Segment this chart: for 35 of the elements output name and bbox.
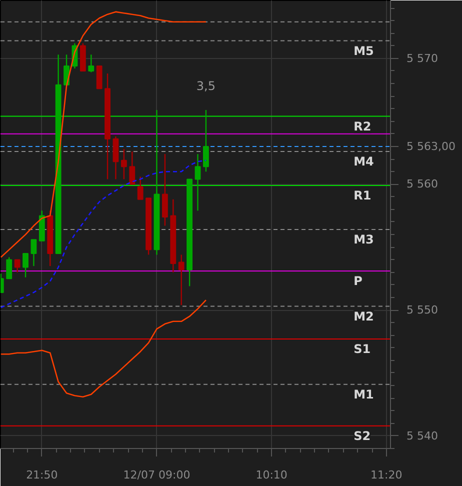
- ref-line-label: M4: [354, 154, 374, 169]
- ref-line-label: P: [354, 274, 363, 288]
- x-tick-label: 12/07 09:00: [123, 468, 190, 482]
- candlestick: [88, 54, 94, 73]
- ref-line-label: M2: [354, 309, 374, 324]
- candlestick: [120, 148, 127, 180]
- y-tick-label: 5 560: [406, 178, 438, 191]
- candlestick: [194, 153, 201, 212]
- ref-line-label: R1: [354, 188, 372, 202]
- x-tick-label: 21:50: [26, 468, 58, 482]
- candlestick: [14, 259, 20, 273]
- ref-line-label: M3: [354, 232, 374, 247]
- candlestick: [129, 150, 136, 185]
- candlestick: [96, 65, 102, 90]
- ref-line-label: M1: [354, 387, 374, 402]
- candlestick: [6, 256, 12, 280]
- candlestick: [112, 136, 119, 180]
- candlestick: [202, 109, 209, 172]
- x-tick-label: 11:20: [370, 468, 402, 482]
- ref-line-label: R2: [354, 119, 372, 134]
- candlestick: [22, 252, 28, 278]
- y-tick-label: 5 550: [406, 304, 438, 317]
- ref-line-label: 5 563,00: [406, 140, 456, 153]
- y-tick-label: 5 570: [406, 52, 438, 65]
- candlestick: [178, 254, 184, 306]
- line-series: [0, 299, 207, 398]
- annotation: 3,5: [196, 78, 216, 93]
- y-tick-label: 5 540: [406, 429, 438, 442]
- x-tick-label: 10:10: [256, 468, 288, 482]
- ref-line-label: S1: [354, 342, 371, 356]
- candlestick: [137, 176, 144, 200]
- candlestick: [162, 153, 168, 226]
- ref-line-label: S2: [354, 428, 371, 443]
- candlestick: [30, 239, 37, 267]
- ref-line-label: M5: [354, 44, 374, 58]
